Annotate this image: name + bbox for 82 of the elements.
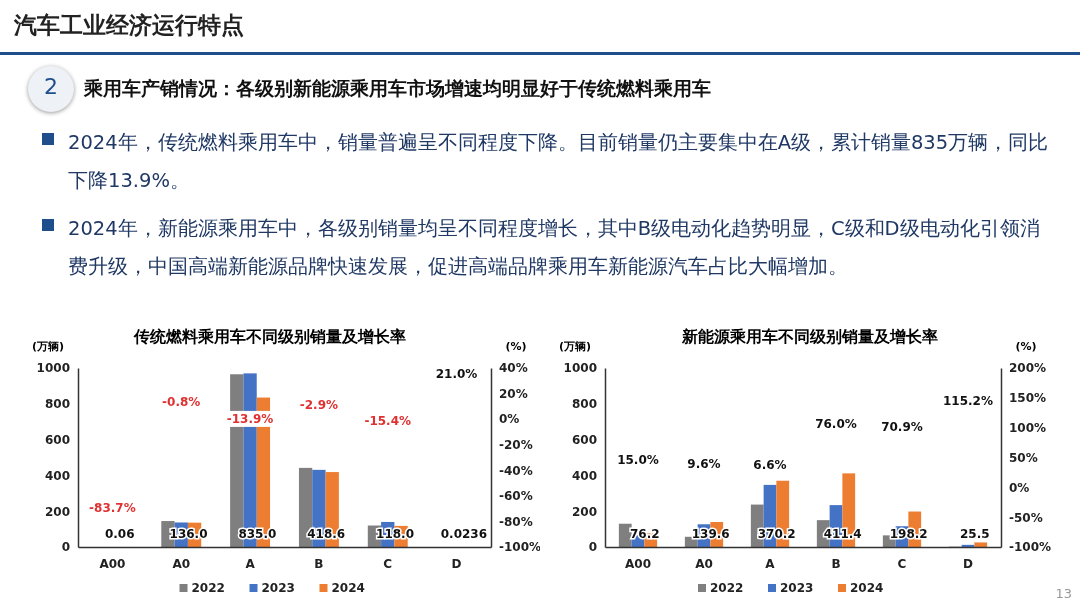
annotation: -0.8%	[162, 395, 201, 410]
annotation: 6.6%	[753, 458, 787, 473]
data-label: 0.06	[104, 527, 135, 541]
x-tick-label: D	[451, 556, 462, 571]
y-tick-label: 800	[571, 397, 597, 412]
annotation: 9.6%	[687, 456, 721, 471]
legend-label: 2024	[850, 581, 884, 595]
data-label: 118.0	[376, 527, 415, 541]
y2-tick-label: 50%	[1009, 450, 1038, 465]
y-axis-title: (万辆)	[558, 340, 592, 353]
y-tick-label: 600	[571, 432, 597, 447]
annotation: 115.2%	[943, 393, 993, 408]
x-tick-label: A	[765, 556, 776, 571]
annotation: 70.9%	[881, 420, 923, 435]
legend-label: 2023	[261, 581, 295, 595]
data-label: 418.6	[307, 527, 346, 541]
y2-tick-label: 20%	[499, 386, 528, 401]
y-axis-title: (万辆)	[31, 340, 65, 353]
y-tick-label: 600	[44, 432, 70, 447]
x-tick-label: A0	[172, 556, 191, 571]
x-tick-label: B	[314, 556, 324, 571]
x-tick-label: A00	[99, 556, 126, 571]
text: 汽车工业经济运行特点	[14, 11, 244, 40]
annotation: 21.0%	[435, 367, 478, 382]
data-label: 139.6	[691, 527, 730, 541]
x-tick-label: A0	[695, 556, 713, 571]
annotation: -13.9%	[226, 411, 274, 426]
y2-tick-label: -60%	[499, 489, 533, 504]
y-tick-label: 1000	[36, 361, 70, 376]
y2-tick-label: 200%	[1009, 361, 1047, 376]
y-tick-label: 800	[44, 397, 70, 412]
x-tick-label: D	[963, 556, 974, 571]
y2-tick-label: 150%	[1009, 391, 1047, 406]
y2-tick-label: -100%	[1009, 540, 1052, 555]
y2-tick-label: 100%	[1009, 421, 1047, 436]
text: 2	[43, 74, 59, 99]
y-tick-label: 200	[571, 504, 597, 519]
bar	[618, 523, 632, 547]
x-tick-label: A	[245, 556, 256, 571]
y2-tick-label: -50%	[1009, 510, 1043, 525]
y2-tick-label: 0%	[1009, 480, 1030, 495]
annotation: -83.7%	[89, 501, 136, 516]
data-label: 411.4	[823, 527, 862, 541]
data-label: 136.0	[169, 527, 208, 541]
data-label: 370.2	[757, 527, 796, 541]
legend-label: 2024	[331, 581, 365, 595]
y2-tick-label: -20%	[499, 438, 533, 453]
data-label: 835.0	[238, 527, 277, 541]
bar	[974, 542, 988, 547]
annotation: -15.4%	[364, 413, 412, 428]
y2-tick-label: 0%	[499, 412, 520, 427]
y-tick-label: 0	[61, 540, 70, 555]
y2-tick-label: 40%	[499, 361, 528, 376]
y-tick-label: 400	[571, 468, 597, 483]
annotation: 15.0%	[617, 453, 659, 468]
x-tick-label: C	[383, 556, 393, 571]
y-tick-label: 200	[44, 504, 70, 519]
y-tick-label: 1000	[563, 361, 597, 376]
chart-title: 传统燃料乘用车不同级别销量及增长率	[133, 327, 406, 346]
legend-label: 2022	[710, 581, 744, 595]
y-tick-label: 0	[588, 540, 597, 555]
x-tick-label: C	[897, 556, 907, 571]
data-label: 198.2	[889, 527, 928, 541]
text: 2024年，新能源乘用车中，各级别销量均呈不同程度增长，其中B级电动化趋势明显，C级和D级电动化引领消费升级，中国高端新能源品牌快速发展，促进高端品牌乘用车新能源汽车占比大幅增加。	[68, 216, 1041, 280]
y2-tick-label: -100%	[499, 540, 542, 555]
text: 2024年，传统燃料乘用车中，销量普遍呈不同程度下降。目前销量仍主要集中在A级，累计销量835万辆，同比下降13.9%。	[68, 130, 1050, 194]
y2-axis-title: (%)	[1015, 340, 1037, 353]
legend-label: 2022	[191, 581, 225, 595]
y2-axis-title: (%)	[505, 340, 527, 353]
annotation: -2.9%	[299, 397, 339, 412]
chart-title: 新能源乘用车不同级别销量及增长率	[681, 327, 938, 346]
text: 乘用车产销情况：各级别新能源乘用车市场增速均明显好于传统燃料乘用车	[84, 76, 711, 101]
annotation: 76.0%	[815, 416, 857, 431]
y2-tick-label: -80%	[499, 514, 533, 529]
x-tick-label: B	[831, 556, 841, 571]
y-tick-label: 400	[44, 468, 70, 483]
data-label: 25.5	[959, 527, 990, 541]
legend-label: 2023	[780, 581, 814, 595]
text: 13	[1055, 586, 1072, 601]
x-tick-label: A00	[625, 556, 651, 571]
y2-tick-label: -40%	[499, 463, 533, 478]
data-label: 0.0236	[440, 527, 488, 541]
